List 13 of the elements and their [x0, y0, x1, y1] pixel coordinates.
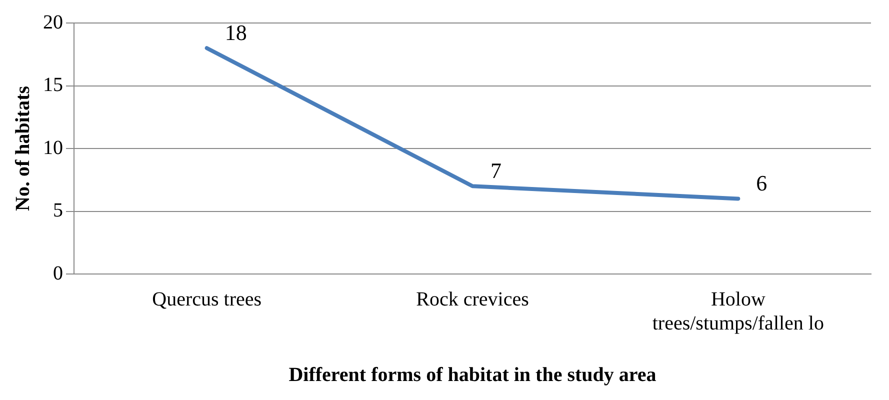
data-label: 18: [224, 20, 247, 45]
data-label: 7: [490, 158, 502, 183]
y-axis-title: No. of habitats: [12, 86, 34, 212]
y-tick-label: 0: [53, 262, 63, 284]
y-tick-label: 20: [43, 11, 63, 34]
y-tick-label: 5: [53, 200, 63, 222]
y-tick-label: 10: [43, 136, 63, 159]
x-tick-label: Quercus trees: [152, 288, 262, 310]
data-label: 6: [756, 170, 768, 196]
y-tick-label: 15: [43, 74, 63, 96]
x-tick-label: Holow trees/stumps/fallen lo: [652, 288, 824, 334]
x-tick-label: Rock crevices: [416, 288, 530, 310]
x-axis-title: Different forms of habitat in the study area: [288, 364, 656, 386]
